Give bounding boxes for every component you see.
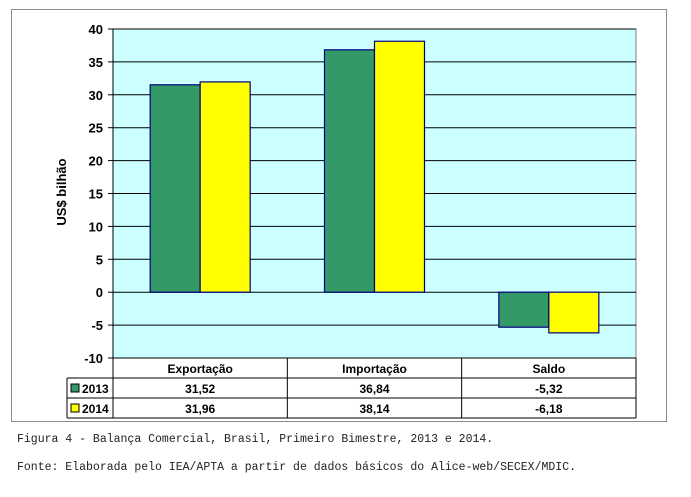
y-tick-label: 20 xyxy=(89,154,103,169)
x-category-label: Saldo xyxy=(532,362,565,376)
y-tick-label: 30 xyxy=(89,88,103,103)
y-tick-label: 25 xyxy=(89,121,103,136)
y-tick-label: 40 xyxy=(89,22,103,37)
bars xyxy=(149,40,600,334)
bar-exportacao-2013 xyxy=(149,84,201,293)
y-tick-label: 5 xyxy=(96,252,103,267)
x-category-label: Importação xyxy=(342,362,407,376)
legend-label-2014: 2014 xyxy=(82,402,109,416)
y-axis-title: US$ bilhão xyxy=(54,158,69,225)
x-category-label: Exportação xyxy=(167,362,232,376)
bar-saldo-2014 xyxy=(548,291,600,334)
data-value-label: -5,32 xyxy=(535,382,563,396)
legend-swatch-2013 xyxy=(70,383,80,393)
data-value-label: 38,14 xyxy=(359,402,389,416)
y-axis: -10 -5 0 5 10 15 20 25 30 35 40 xyxy=(84,22,114,366)
data-table: Exportação Importação Saldo 2013 31,52 36,84 -… xyxy=(66,357,637,419)
data-value-label: 31,96 xyxy=(185,402,215,416)
y-tick-label: 35 xyxy=(89,55,103,70)
y-tick-label: 0 xyxy=(96,285,103,300)
bar-importacao-2013 xyxy=(323,49,376,293)
y-tick-label: -10 xyxy=(84,351,103,366)
legend-label-2013: 2013 xyxy=(82,382,109,396)
y-tick-label: 10 xyxy=(89,219,103,234)
legend-swatch-2014 xyxy=(70,403,80,413)
bar-importacao-2014 xyxy=(373,40,426,293)
bar-chart: -10 -5 0 5 10 15 20 25 30 35 40 US$ bilhão Exporta… xyxy=(54,22,637,419)
figure-caption: Figura 4 - Balança Comercial, Brasil, Pr… xyxy=(17,433,494,446)
data-value-label: -6,18 xyxy=(535,402,563,416)
y-tick-label: -5 xyxy=(91,318,103,333)
bar-exportacao-2014 xyxy=(199,81,251,293)
source-caption: Fonte: Elaborada pelo IEA/APTA a partir … xyxy=(17,461,576,474)
data-value-label: 31,52 xyxy=(185,382,215,396)
data-value-label: 36,84 xyxy=(359,382,389,396)
bar-saldo-2013 xyxy=(498,291,550,328)
y-tick-label: 15 xyxy=(89,187,103,202)
